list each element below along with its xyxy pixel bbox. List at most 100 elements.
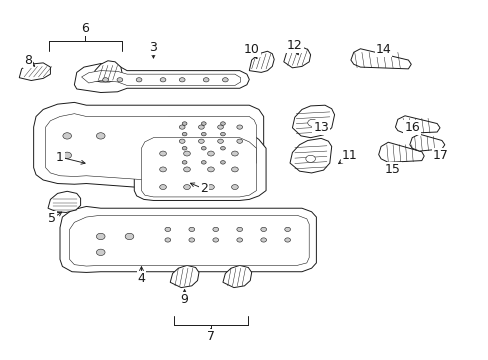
Polygon shape xyxy=(79,222,143,252)
Circle shape xyxy=(63,152,71,158)
Polygon shape xyxy=(163,117,244,170)
Circle shape xyxy=(164,238,170,242)
Circle shape xyxy=(160,167,166,172)
Text: 11: 11 xyxy=(341,149,357,162)
Polygon shape xyxy=(186,231,254,254)
Circle shape xyxy=(260,227,266,231)
Circle shape xyxy=(183,185,190,189)
Circle shape xyxy=(201,132,206,136)
Circle shape xyxy=(183,151,190,156)
Polygon shape xyxy=(395,116,439,134)
Circle shape xyxy=(160,78,165,82)
Circle shape xyxy=(220,147,225,150)
Text: 14: 14 xyxy=(375,43,390,56)
Circle shape xyxy=(201,147,206,150)
Circle shape xyxy=(188,227,194,231)
Text: 4: 4 xyxy=(137,272,145,285)
Text: 17: 17 xyxy=(432,149,448,162)
Circle shape xyxy=(136,78,142,82)
Text: 12: 12 xyxy=(286,40,302,53)
Text: 6: 6 xyxy=(81,22,89,35)
Circle shape xyxy=(236,238,242,242)
Circle shape xyxy=(231,167,238,172)
Circle shape xyxy=(231,185,238,189)
Polygon shape xyxy=(74,64,249,93)
Circle shape xyxy=(198,125,204,129)
Circle shape xyxy=(220,122,225,125)
Polygon shape xyxy=(409,134,444,151)
Circle shape xyxy=(182,132,186,136)
Polygon shape xyxy=(19,63,50,81)
Text: 13: 13 xyxy=(313,121,328,134)
Polygon shape xyxy=(215,75,230,84)
Circle shape xyxy=(203,78,208,82)
Polygon shape xyxy=(223,265,251,288)
Circle shape xyxy=(236,227,242,231)
Circle shape xyxy=(182,147,186,150)
Circle shape xyxy=(212,227,218,231)
Text: 10: 10 xyxy=(243,43,259,56)
Polygon shape xyxy=(45,114,256,181)
Circle shape xyxy=(164,227,170,231)
Circle shape xyxy=(260,238,266,242)
Circle shape xyxy=(179,78,184,82)
Circle shape xyxy=(220,132,225,136)
Text: 1: 1 xyxy=(56,150,64,163)
Circle shape xyxy=(236,139,242,143)
Text: 16: 16 xyxy=(404,121,419,134)
Circle shape xyxy=(198,139,204,143)
Circle shape xyxy=(182,161,186,164)
Polygon shape xyxy=(134,129,265,201)
Polygon shape xyxy=(60,207,316,273)
Circle shape xyxy=(307,119,317,126)
Circle shape xyxy=(220,161,225,164)
Polygon shape xyxy=(289,138,331,173)
Polygon shape xyxy=(81,71,240,85)
Circle shape xyxy=(179,125,184,129)
Circle shape xyxy=(96,133,105,139)
Text: 9: 9 xyxy=(180,293,188,306)
Circle shape xyxy=(183,167,190,172)
Polygon shape xyxy=(350,49,410,69)
Circle shape xyxy=(217,125,223,129)
Circle shape xyxy=(188,238,194,242)
Polygon shape xyxy=(34,102,263,189)
Circle shape xyxy=(96,249,105,256)
Polygon shape xyxy=(249,51,274,72)
Circle shape xyxy=(201,161,206,164)
Polygon shape xyxy=(141,138,256,197)
Circle shape xyxy=(207,151,214,156)
Circle shape xyxy=(207,167,214,172)
Circle shape xyxy=(96,233,105,240)
Circle shape xyxy=(160,185,166,189)
Text: 8: 8 xyxy=(24,54,32,67)
Polygon shape xyxy=(93,61,122,82)
Circle shape xyxy=(179,139,184,143)
Polygon shape xyxy=(74,121,141,152)
Circle shape xyxy=(284,238,290,242)
Polygon shape xyxy=(172,161,225,178)
Circle shape xyxy=(217,139,223,143)
Text: 2: 2 xyxy=(200,182,207,195)
Circle shape xyxy=(182,122,186,125)
Circle shape xyxy=(102,78,108,82)
Polygon shape xyxy=(69,215,308,266)
Circle shape xyxy=(63,133,71,139)
Circle shape xyxy=(222,78,228,82)
Circle shape xyxy=(125,233,134,240)
Circle shape xyxy=(160,151,166,156)
Circle shape xyxy=(212,238,218,242)
Circle shape xyxy=(236,125,242,129)
Circle shape xyxy=(207,185,214,189)
Circle shape xyxy=(201,122,206,125)
Text: 7: 7 xyxy=(206,330,215,343)
Circle shape xyxy=(284,227,290,231)
Circle shape xyxy=(231,151,238,156)
Text: 3: 3 xyxy=(149,41,157,54)
Polygon shape xyxy=(378,142,424,162)
Polygon shape xyxy=(283,47,310,68)
Circle shape xyxy=(117,78,122,82)
Circle shape xyxy=(305,155,315,162)
Polygon shape xyxy=(292,105,334,138)
Text: 15: 15 xyxy=(385,163,400,176)
